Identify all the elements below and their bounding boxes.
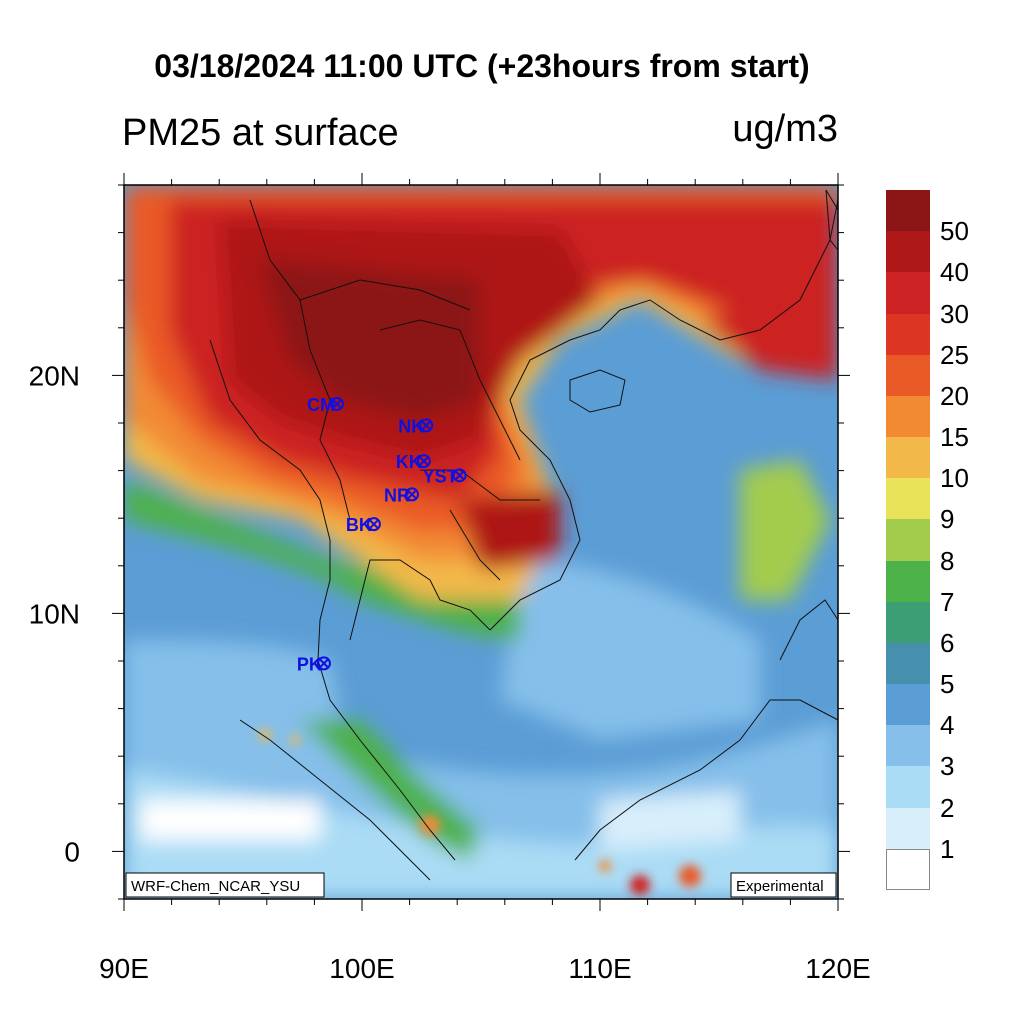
station-label: PK (297, 654, 322, 674)
station-pk: PK (297, 654, 331, 674)
colorbar-label: 9 (940, 504, 955, 535)
x-tick-label: 110E (568, 953, 631, 984)
station-kk: KK (396, 452, 431, 472)
colorbar-label: 8 (940, 545, 955, 576)
colorbar-label: 10 (940, 463, 969, 494)
station-label: NR (384, 485, 410, 505)
colorbar-label: 20 (940, 380, 969, 411)
colorbar-box (886, 601, 930, 644)
colorbar-box (886, 560, 930, 603)
colorbar-label: 2 (940, 792, 955, 823)
colorbar-label: 15 (940, 422, 969, 453)
y-tick-label: 20N (29, 360, 80, 391)
colorbar (886, 190, 930, 891)
station-label: KK (396, 452, 422, 472)
x-tick-label: 120E (805, 953, 870, 984)
station-cm: CM (307, 395, 345, 415)
colorbar-label: 30 (940, 298, 969, 329)
pm25-field (124, 185, 838, 899)
x-tick-label: 100E (329, 953, 394, 984)
station-nk: NK (398, 416, 434, 436)
colorbar-label: 7 (940, 586, 955, 617)
model-label: WRF-Chem_NCAR_YSU (131, 878, 300, 895)
colorbar-box (886, 478, 930, 520)
station-label: NK (398, 416, 424, 436)
colorbar-label: 3 (940, 751, 955, 782)
colorbar-box (886, 848, 930, 891)
station-yst: YST (423, 466, 467, 486)
colorbar-label: 50 (940, 216, 969, 247)
station-label: YST (423, 466, 458, 486)
colorbar-box (886, 766, 930, 809)
colorbar-box (886, 437, 930, 479)
station-bk: BK (346, 515, 381, 535)
map-frame (123, 184, 839, 900)
units-title: ug/m3 (732, 108, 838, 150)
y-tick-label: 0 (64, 836, 80, 867)
colorbar-box (886, 519, 930, 562)
experimental-label: Experimental (736, 878, 824, 895)
axis-ticks: 90E 100E 110E 120E 20N 10N 0 (29, 173, 871, 984)
station-label: CM (307, 395, 335, 415)
colorbar-box (886, 190, 930, 232)
colorbar-box (886, 725, 930, 767)
colorbar-box (886, 313, 930, 356)
colorbar-box (886, 272, 930, 315)
station-nr: NR (384, 485, 419, 505)
station-label: BK (346, 515, 372, 535)
y-tick-label: 10N (29, 598, 80, 629)
colorbar-box (886, 395, 930, 438)
x-tick-label: 90E (99, 953, 149, 984)
footer-left-box: WRF-Chem_NCAR_YSU (125, 872, 325, 898)
colorbar-label: 25 (940, 339, 969, 370)
colorbar-label: 6 (940, 627, 955, 658)
colorbar-label: 1 (940, 833, 955, 864)
variable-title: PM25 at surface (122, 112, 399, 154)
colorbar-label: 4 (940, 710, 955, 741)
map-title: 03/18/2024 11:00 UTC (+23hours from star… (154, 48, 810, 84)
colorbar-box (886, 684, 930, 726)
colorbar-box (886, 231, 930, 273)
footer-right-box: Experimental (730, 872, 837, 898)
colorbar-box (886, 642, 930, 685)
colorbar-label: 5 (940, 669, 955, 700)
coastlines (209, 189, 838, 899)
colorbar-box (886, 354, 930, 397)
colorbar-box (886, 807, 930, 850)
colorbar-label: 40 (940, 257, 969, 288)
